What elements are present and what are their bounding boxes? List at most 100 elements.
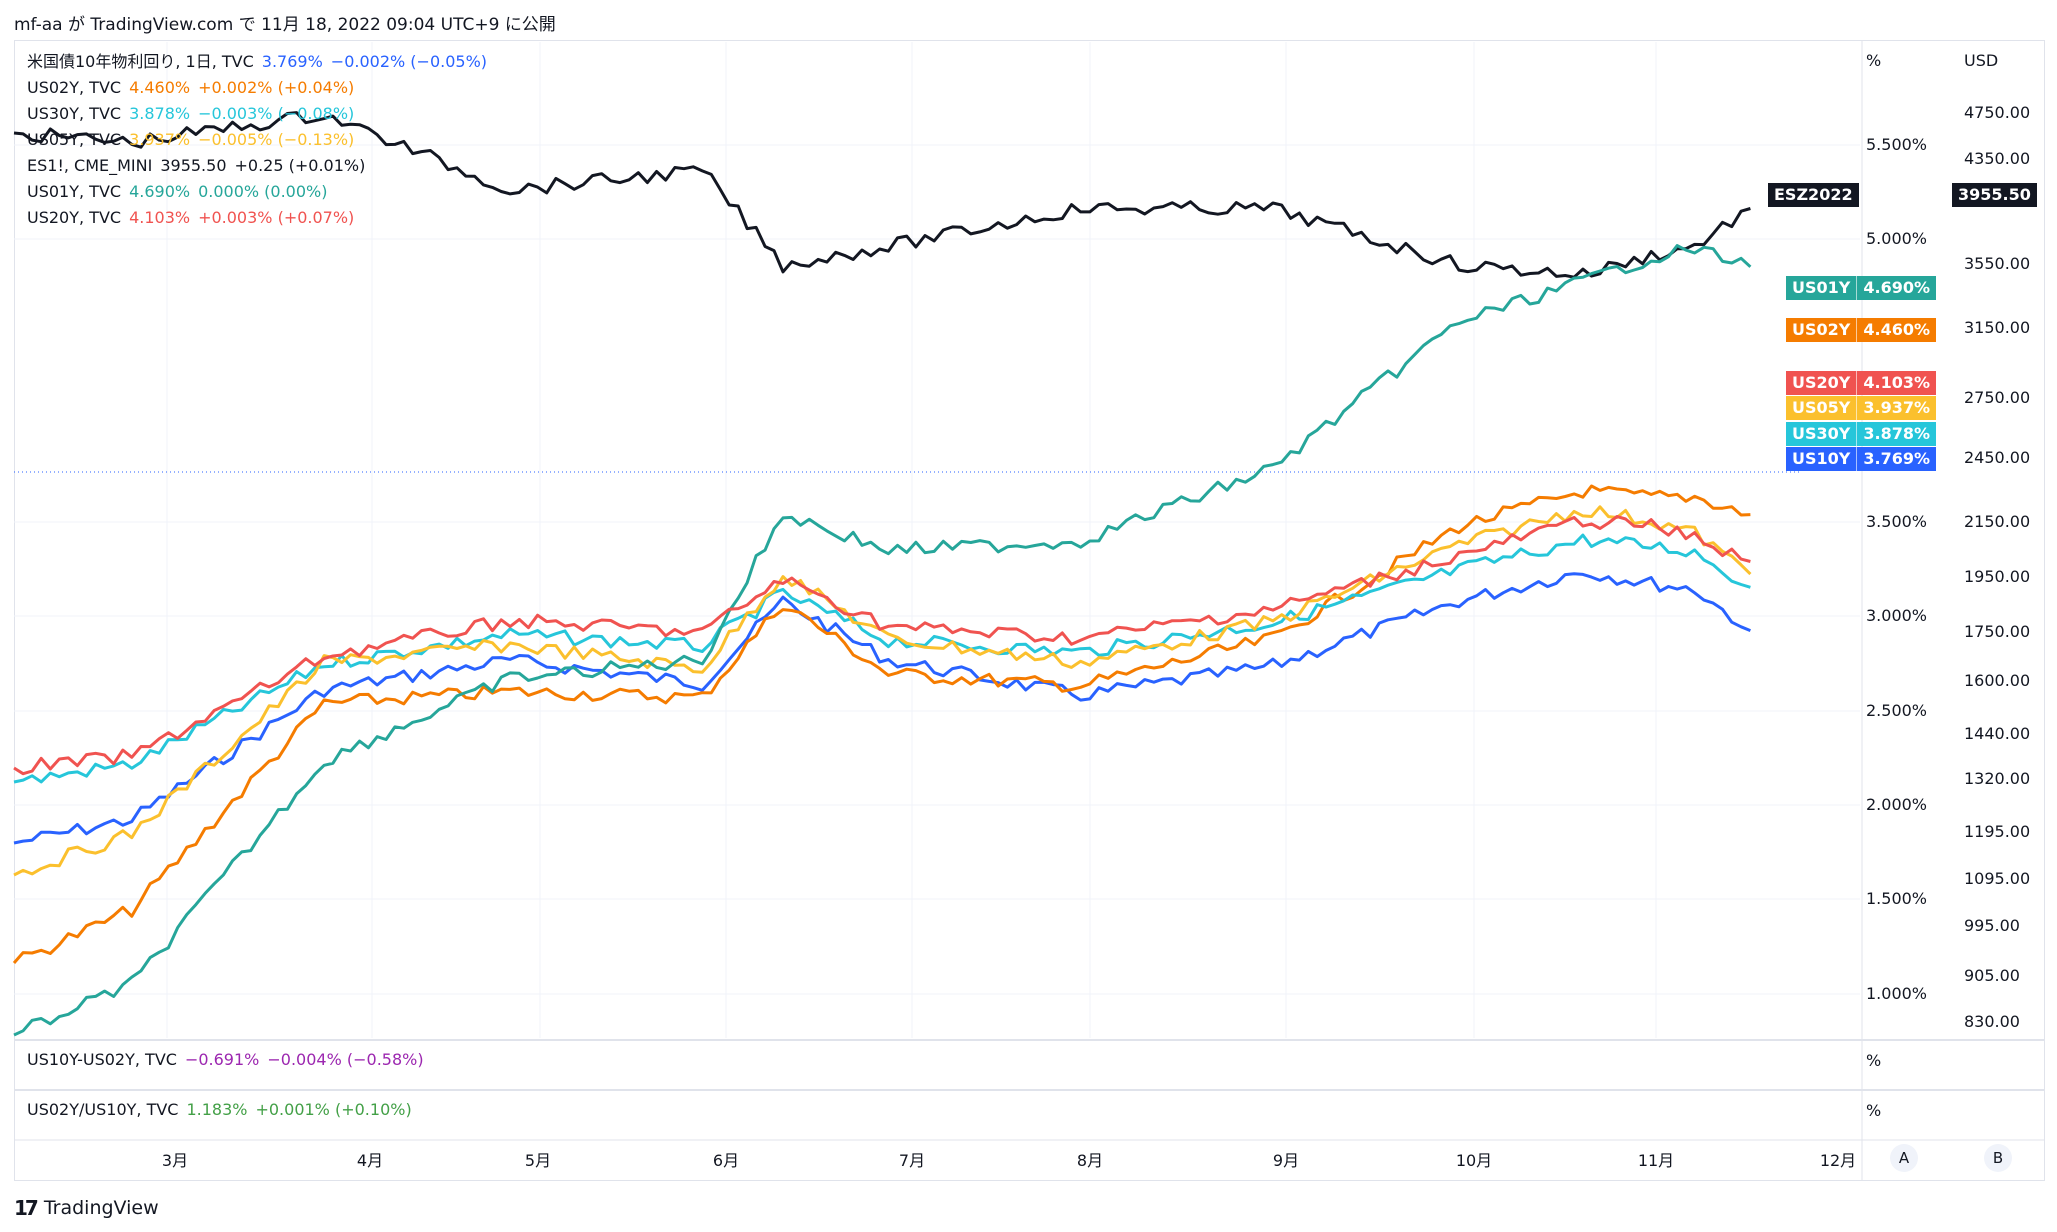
author[interactable]: mf-aa bbox=[14, 15, 63, 35]
bottom-toggle-button[interactable]: B bbox=[1984, 1144, 2012, 1172]
pane2-value: −0.691% bbox=[184, 1050, 260, 1069]
legend-value: 3.937% bbox=[129, 130, 191, 149]
y-right-tick-0: 4750.00 bbox=[1964, 103, 2030, 122]
series-line-us20y bbox=[13, 515, 1751, 776]
legend-name: US30Y, TVC bbox=[27, 104, 122, 123]
legend-row-us02y[interactable]: US02Y, TVC 4.460% +0.002% (+0.04%) bbox=[27, 78, 354, 98]
last-value-tag-us01y: US01Y 4.690% bbox=[1786, 276, 1937, 300]
y-right-tick-10: 1440.00 bbox=[1964, 724, 2030, 743]
legend-row-es1[interactable]: ES1!, CME_MINI 3955.50 +0.25 (+0.01%) bbox=[27, 156, 365, 176]
tag-value: 3955.50 bbox=[1958, 185, 2031, 204]
y-right-tick-5: 2450.00 bbox=[1964, 448, 2030, 467]
tag-series-name: US10Y bbox=[1792, 449, 1851, 468]
tag-series-name: US02Y bbox=[1792, 320, 1851, 339]
right-axis-unit: USD bbox=[1964, 51, 1998, 70]
legend-value: 4.460% bbox=[129, 78, 191, 97]
y-left-tick-6: 1.500% bbox=[1866, 889, 1927, 908]
auto-scale-button[interactable]: A bbox=[1890, 1144, 1918, 1172]
chart-frame bbox=[14, 40, 2045, 1181]
tradingview-logo-icon: 17 bbox=[14, 1196, 39, 1220]
tag-series-name: ESZ2022 bbox=[1774, 185, 1853, 204]
pane2-unit: % bbox=[1866, 1051, 1881, 1070]
x-tick-9: 12月 bbox=[1820, 1151, 1856, 1170]
tag-value: 3.769% bbox=[1856, 447, 1936, 471]
tag-series-name: US20Y bbox=[1792, 373, 1851, 392]
y-right-tick-4: 2750.00 bbox=[1964, 388, 2030, 407]
y-right-tick-3: 3150.00 bbox=[1964, 318, 2030, 337]
legend-row-us01y[interactable]: US01Y, TVC 4.690% 0.000% (0.00%) bbox=[27, 182, 327, 202]
legend-row-us20y[interactable]: US20Y, TVC 4.103% +0.003% (+0.07%) bbox=[27, 208, 354, 228]
tag-series-name: US01Y bbox=[1792, 278, 1851, 297]
y-right-tick-13: 1095.00 bbox=[1964, 869, 2030, 888]
last-value-tag-us05y: US05Y 3.937% bbox=[1786, 396, 1937, 420]
pane3-name: US02Y/US10Y, TVC bbox=[27, 1100, 179, 1119]
y-right-tick-11: 1320.00 bbox=[1964, 769, 2030, 788]
y-left-tick-4: 2.500% bbox=[1866, 701, 1927, 720]
legend-name: US20Y, TVC bbox=[27, 208, 122, 227]
particle-de: で bbox=[238, 15, 256, 35]
series-line-us01y bbox=[13, 244, 1752, 1037]
x-tick-0: 3月 bbox=[162, 1151, 188, 1170]
tag-series-name: US30Y bbox=[1792, 424, 1851, 443]
left-axis-unit: % bbox=[1866, 51, 1881, 70]
series-line-es1 bbox=[13, 111, 1751, 279]
pane2-legend[interactable]: US10Y-US02Y, TVC −0.691% −0.004% (−0.58%) bbox=[27, 1050, 424, 1070]
pane3-legend[interactable]: US02Y/US10Y, TVC 1.183% +0.001% (+0.10%) bbox=[27, 1100, 412, 1120]
legend-change: −0.002% (−0.05%) bbox=[330, 52, 488, 71]
y-left-tick-1: 5.000% bbox=[1866, 229, 1927, 248]
legend-value: 4.690% bbox=[129, 182, 191, 201]
y-right-tick-14: 995.00 bbox=[1964, 916, 2020, 935]
particle-ga: が bbox=[68, 15, 85, 35]
legend-change: −0.005% (−0.13%) bbox=[198, 130, 355, 149]
legend-value: 3.769% bbox=[261, 52, 323, 71]
series-line-us10y bbox=[13, 572, 1751, 845]
y-left-tick-3: 3.000% bbox=[1866, 606, 1927, 625]
publish-info: mf-aa が TradingView.com で 11月 18, 2022 0… bbox=[14, 10, 556, 35]
pane2-change: −0.004% (−0.58%) bbox=[267, 1050, 424, 1069]
legend-change: +0.25 (+0.01%) bbox=[234, 156, 366, 175]
y-left-tick-2: 3.500% bbox=[1866, 512, 1927, 531]
legend-row-us30y[interactable]: US30Y, TVC 3.878% −0.003% (−0.08%) bbox=[27, 104, 354, 124]
legend-name: 米国債10年物利回り, 1日, TVC bbox=[27, 52, 254, 71]
last-value-tag-esz2022: ESZ2022 bbox=[1768, 183, 1859, 207]
x-tick-8: 11月 bbox=[1638, 1151, 1674, 1170]
series-line-us30y bbox=[13, 533, 1751, 784]
publish-suffix: に公開 bbox=[504, 15, 556, 35]
y-left-tick-0: 5.500% bbox=[1866, 135, 1927, 154]
tag-value: 3.937% bbox=[1856, 396, 1936, 420]
right-axis-price-tag: 3955.50 bbox=[1952, 183, 2037, 207]
x-tick-7: 10月 bbox=[1456, 1151, 1492, 1170]
legend-name: US02Y, TVC bbox=[27, 78, 122, 97]
brand-name: TradingView bbox=[43, 1197, 159, 1219]
last-value-tag-us10y: US10Y 3.769% bbox=[1786, 447, 1937, 471]
last-value-tag-us02y: US02Y 4.460% bbox=[1786, 318, 1937, 342]
legend-change: 0.000% (0.00%) bbox=[198, 182, 328, 201]
y-right-tick-15: 905.00 bbox=[1964, 966, 2020, 985]
y-right-tick-8: 1750.00 bbox=[1964, 622, 2030, 641]
x-tick-1: 4月 bbox=[357, 1151, 383, 1170]
x-tick-5: 8月 bbox=[1077, 1151, 1103, 1170]
last-value-tag-us20y: US20Y 4.103% bbox=[1786, 371, 1937, 395]
last-value-tag-us30y: US30Y 3.878% bbox=[1786, 422, 1937, 446]
tag-value: 4.690% bbox=[1856, 276, 1936, 300]
y-right-tick-9: 1600.00 bbox=[1964, 671, 2030, 690]
x-tick-3: 6月 bbox=[713, 1151, 739, 1170]
legend-change: +0.003% (+0.07%) bbox=[198, 208, 355, 227]
legend-change: +0.002% (+0.04%) bbox=[198, 78, 355, 97]
y-right-tick-12: 1195.00 bbox=[1964, 822, 2030, 841]
y-right-tick-6: 2150.00 bbox=[1964, 512, 2030, 531]
legend-change: −0.003% (−0.08%) bbox=[198, 104, 355, 123]
legend-row-us05y[interactable]: US05Y, TVC 3.937% −0.005% (−0.13%) bbox=[27, 130, 354, 150]
y-left-tick-7: 1.000% bbox=[1866, 984, 1927, 1003]
x-tick-2: 5月 bbox=[525, 1151, 551, 1170]
footer-brand: 17 TradingView bbox=[14, 1196, 159, 1220]
legend-value: 3.878% bbox=[129, 104, 191, 123]
tag-value: 4.103% bbox=[1856, 371, 1936, 395]
y-right-tick-16: 830.00 bbox=[1964, 1012, 2020, 1031]
y-right-tick-2: 3550.00 bbox=[1964, 254, 2030, 273]
legend-row-us10y[interactable]: 米国債10年物利回り, 1日, TVC 3.769% −0.002% (−0.05%… bbox=[27, 52, 487, 72]
site-name[interactable]: TradingView.com bbox=[90, 15, 234, 35]
series-line-us05y bbox=[13, 505, 1752, 877]
legend-value: 3955.50 bbox=[160, 156, 227, 175]
